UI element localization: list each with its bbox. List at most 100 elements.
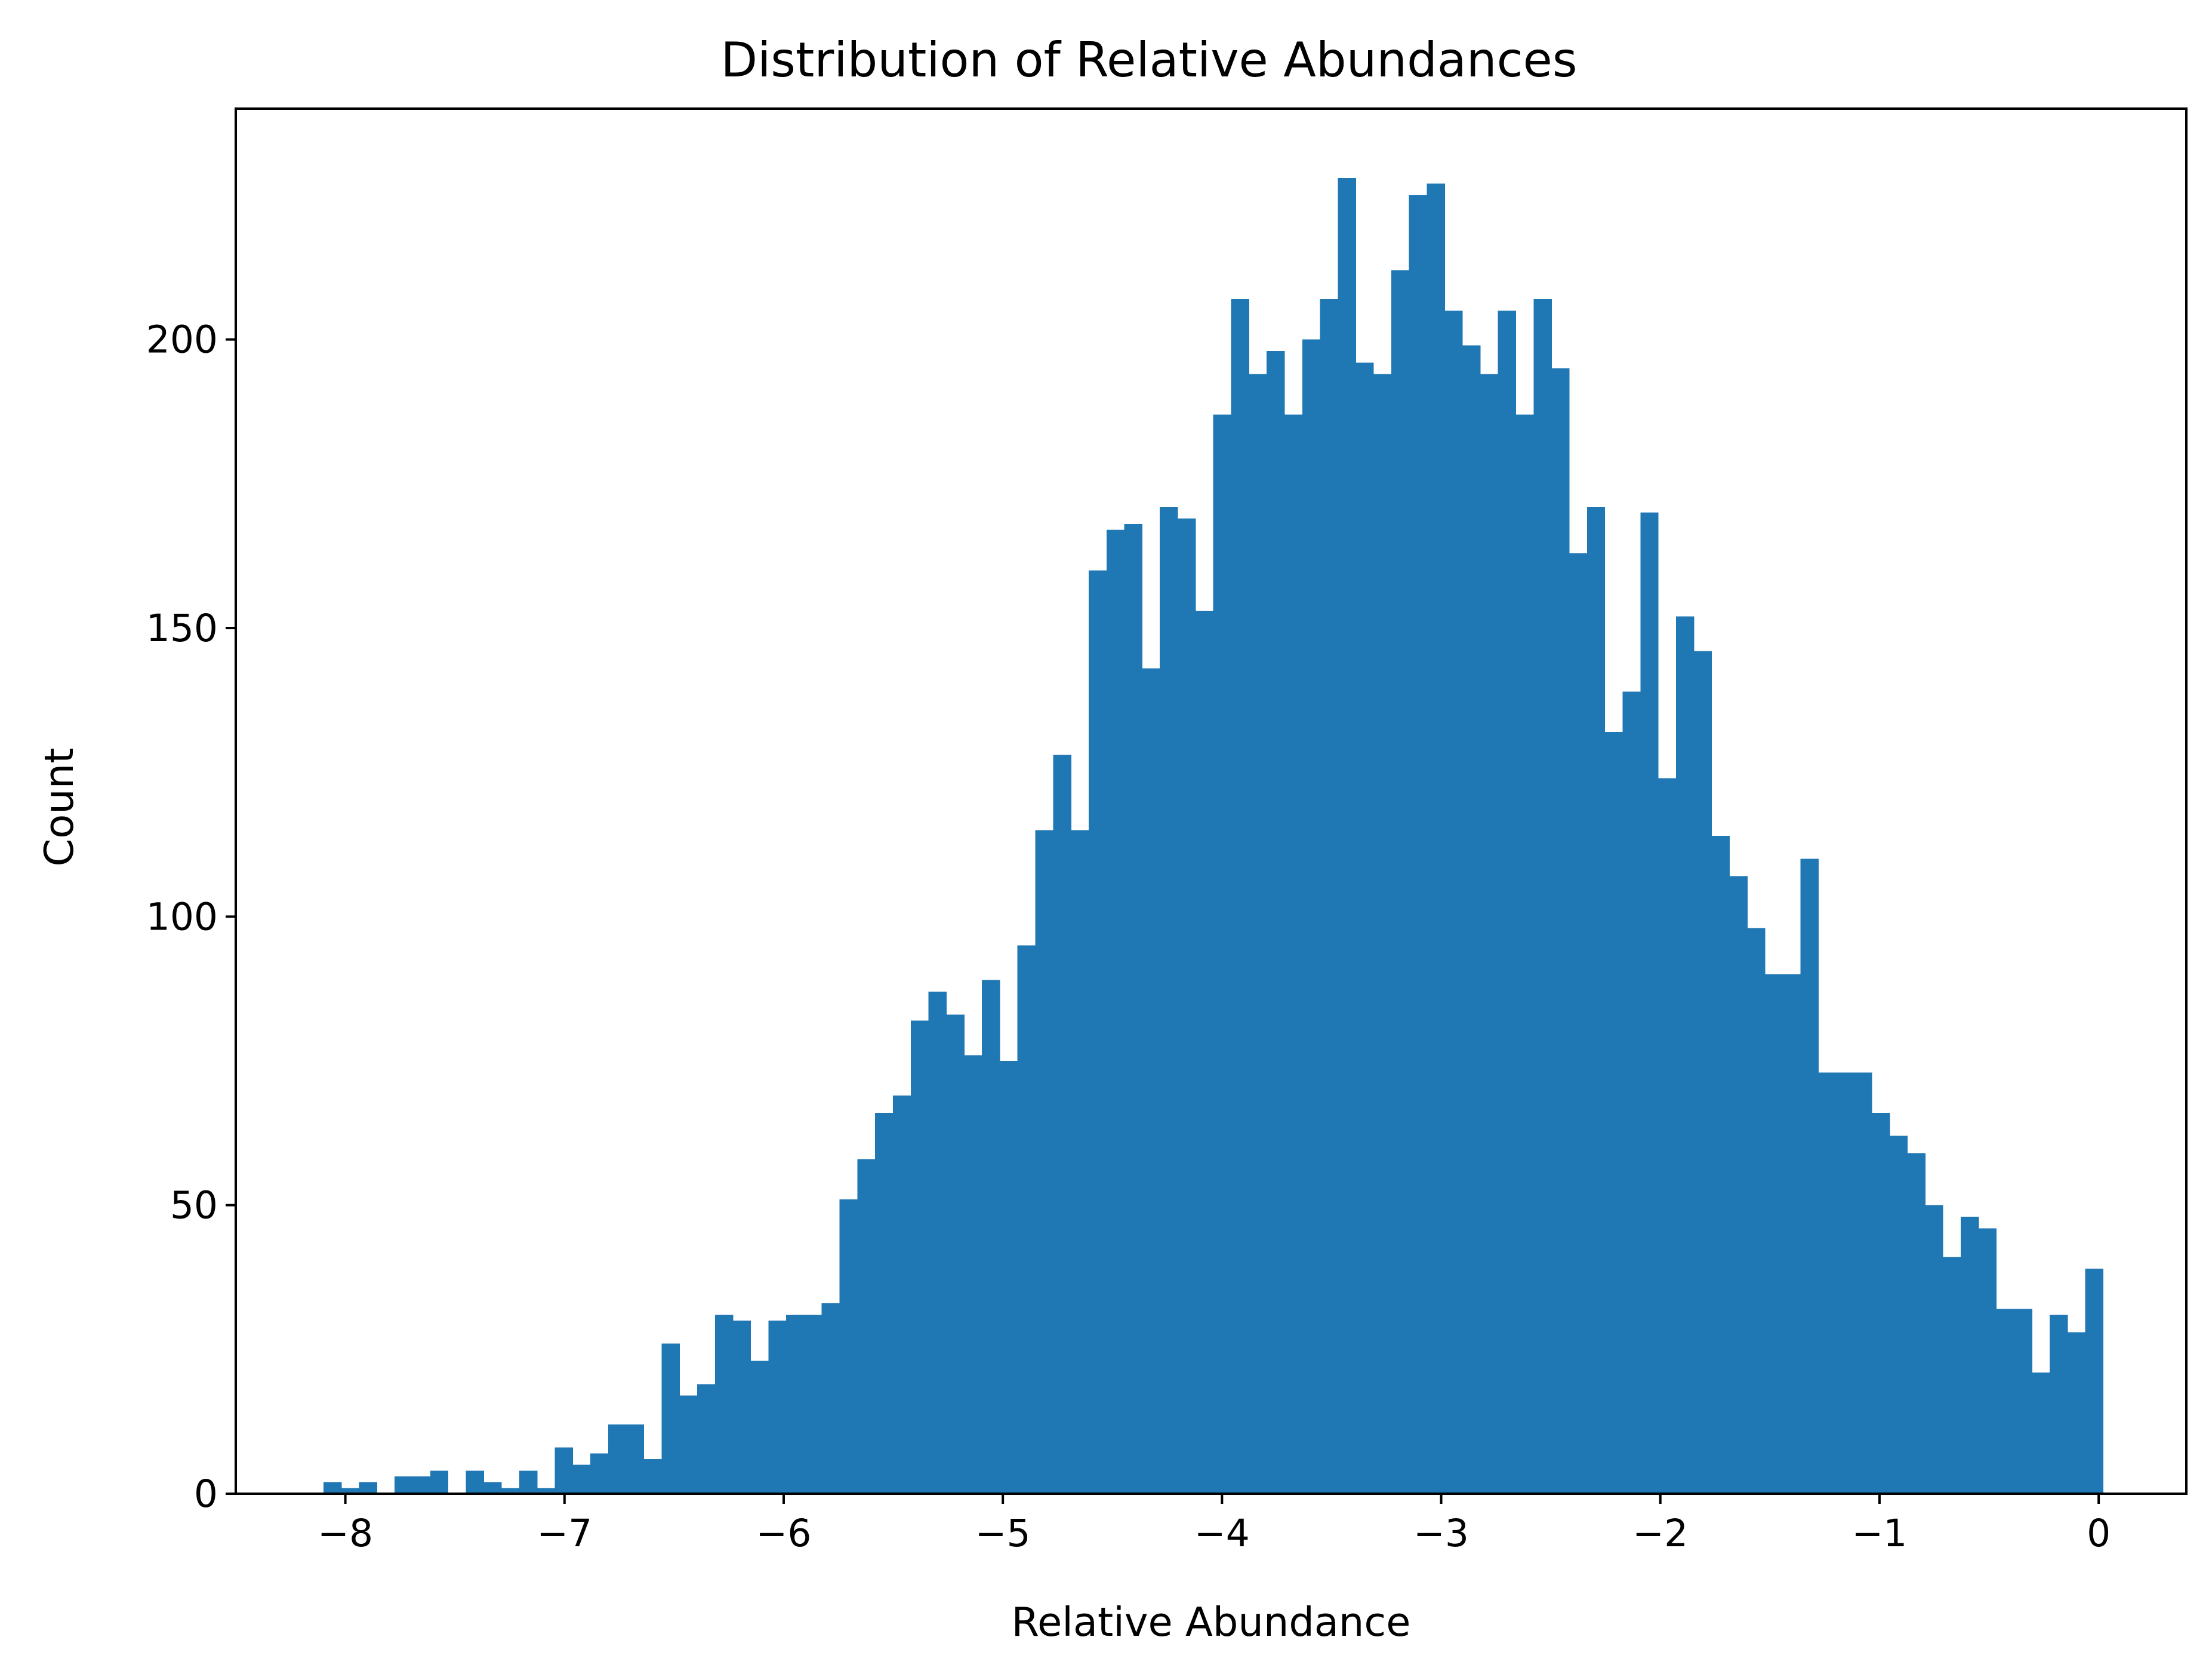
histogram-bar <box>875 1113 894 1494</box>
histogram-bar <box>359 1482 377 1494</box>
x-axis: −8 −7 −6 −5 −4 −3 −2 −1 0 <box>318 1494 2111 1555</box>
histogram-bar <box>1017 945 1036 1494</box>
histogram-bar <box>1978 1228 1997 1494</box>
histogram-bar <box>501 1488 520 1494</box>
histogram-bar <box>1907 1153 1926 1494</box>
histogram-bar <box>1213 414 1232 1494</box>
histogram-bar <box>1498 310 1517 1494</box>
histogram-bar <box>1427 183 1445 1494</box>
histogram-bar <box>2032 1373 2050 1494</box>
histogram-bar <box>554 1447 573 1494</box>
histogram-bar <box>1088 570 1107 1494</box>
histogram-bar <box>466 1470 484 1494</box>
histogram-bar <box>1871 1113 1890 1494</box>
histogram-bar <box>643 1459 662 1494</box>
histogram-bar <box>679 1395 698 1494</box>
histogram-bar <box>430 1470 449 1494</box>
histogram-bar <box>1480 374 1499 1494</box>
y-tick-label: 200 <box>146 318 218 362</box>
histogram-bar <box>341 1488 360 1494</box>
histogram-bar <box>821 1303 840 1494</box>
x-tick-label: −4 <box>1194 1512 1250 1555</box>
y-tick-label: 150 <box>146 607 218 650</box>
histogram-bar <box>1889 1136 1908 1494</box>
histogram-bar <box>2067 1332 2086 1494</box>
x-tick-label: −6 <box>756 1512 812 1555</box>
histogram-bar <box>1267 351 1285 1494</box>
histogram-bar <box>1818 1072 1837 1494</box>
histogram-bar <box>519 1470 538 1494</box>
x-tick-label: −3 <box>1413 1512 1469 1555</box>
histogram-bar <box>1693 651 1712 1494</box>
histogram-bar <box>964 1055 982 1494</box>
histogram-bar <box>1943 1257 1961 1494</box>
histogram-bar <box>1640 512 1659 1494</box>
histogram-bar <box>750 1361 769 1494</box>
histogram-bar <box>1231 299 1249 1494</box>
histogram-bar <box>1800 858 1819 1494</box>
histogram-bar <box>1925 1205 1943 1494</box>
histogram-bar <box>1071 830 1089 1494</box>
histogram-bar <box>1854 1072 1872 1494</box>
histogram-bar <box>1996 1309 2014 1494</box>
histogram-bar <box>803 1315 822 1494</box>
histogram-bar <box>2014 1309 2032 1494</box>
histogram-bar <box>572 1464 591 1494</box>
histogram-bar <box>1035 830 1053 1494</box>
y-tick-label: 100 <box>146 895 218 938</box>
histogram-bar <box>857 1159 876 1494</box>
histogram-bar <box>786 1315 805 1494</box>
histogram-bar <box>1622 691 1641 1494</box>
x-tick-label: −5 <box>975 1512 1031 1555</box>
histogram-bar <box>1178 518 1196 1494</box>
histogram-bar <box>1782 974 1801 1494</box>
histogram-bar <box>1320 299 1338 1494</box>
histogram-bar <box>1160 507 1178 1494</box>
y-tick-label: 50 <box>170 1184 218 1227</box>
bars-group <box>323 178 2104 1494</box>
histogram-bar <box>1729 876 1748 1494</box>
histogram-bar <box>928 992 947 1494</box>
histogram-bar <box>1960 1217 1979 1494</box>
histogram-bar <box>1586 507 1606 1494</box>
histogram-bar <box>1409 195 1428 1494</box>
histogram-bar <box>1551 368 1570 1494</box>
histogram-bar <box>1391 270 1410 1494</box>
histogram-bar <box>1444 310 1463 1494</box>
histogram-bar <box>1053 755 1071 1494</box>
chart-title: Distribution of Relative Abundances <box>720 32 1577 88</box>
histogram-bar <box>626 1424 645 1494</box>
histogram-bar <box>1658 778 1677 1494</box>
histogram-bar <box>1462 345 1481 1494</box>
histogram-bar <box>1106 530 1125 1494</box>
histogram-bar <box>1533 299 1552 1494</box>
x-tick-label: −7 <box>537 1512 592 1555</box>
x-tick-label: 0 <box>2087 1512 2111 1555</box>
histogram-bar <box>1338 178 1356 1494</box>
histogram-bar <box>323 1482 342 1494</box>
histogram-bar <box>537 1488 556 1494</box>
histogram-bar <box>483 1482 502 1494</box>
histogram-bar <box>590 1453 609 1494</box>
histogram-bar <box>1604 732 1623 1494</box>
histogram-bar <box>2050 1315 2068 1494</box>
histogram-bar <box>1675 616 1695 1494</box>
histogram-bar <box>1124 524 1143 1494</box>
histogram-bar <box>1284 414 1303 1494</box>
histogram-bar <box>1515 414 1534 1494</box>
histogram-bar <box>395 1476 413 1494</box>
histogram-bar <box>1569 553 1588 1494</box>
histogram-bar <box>714 1315 734 1494</box>
histogram-bar <box>839 1199 858 1494</box>
histogram-bar <box>768 1321 787 1494</box>
histogram-bar <box>1302 339 1321 1494</box>
histogram-bar <box>1836 1072 1854 1494</box>
y-axis: 0 50 100 150 200 <box>146 318 236 1516</box>
histogram-bar <box>661 1343 680 1494</box>
histogram-bar <box>999 1061 1018 1494</box>
histogram-bar <box>946 1014 965 1494</box>
histogram-bar <box>1249 374 1267 1494</box>
plot-frame <box>235 107 2188 1495</box>
y-tick-label: 0 <box>194 1472 218 1516</box>
